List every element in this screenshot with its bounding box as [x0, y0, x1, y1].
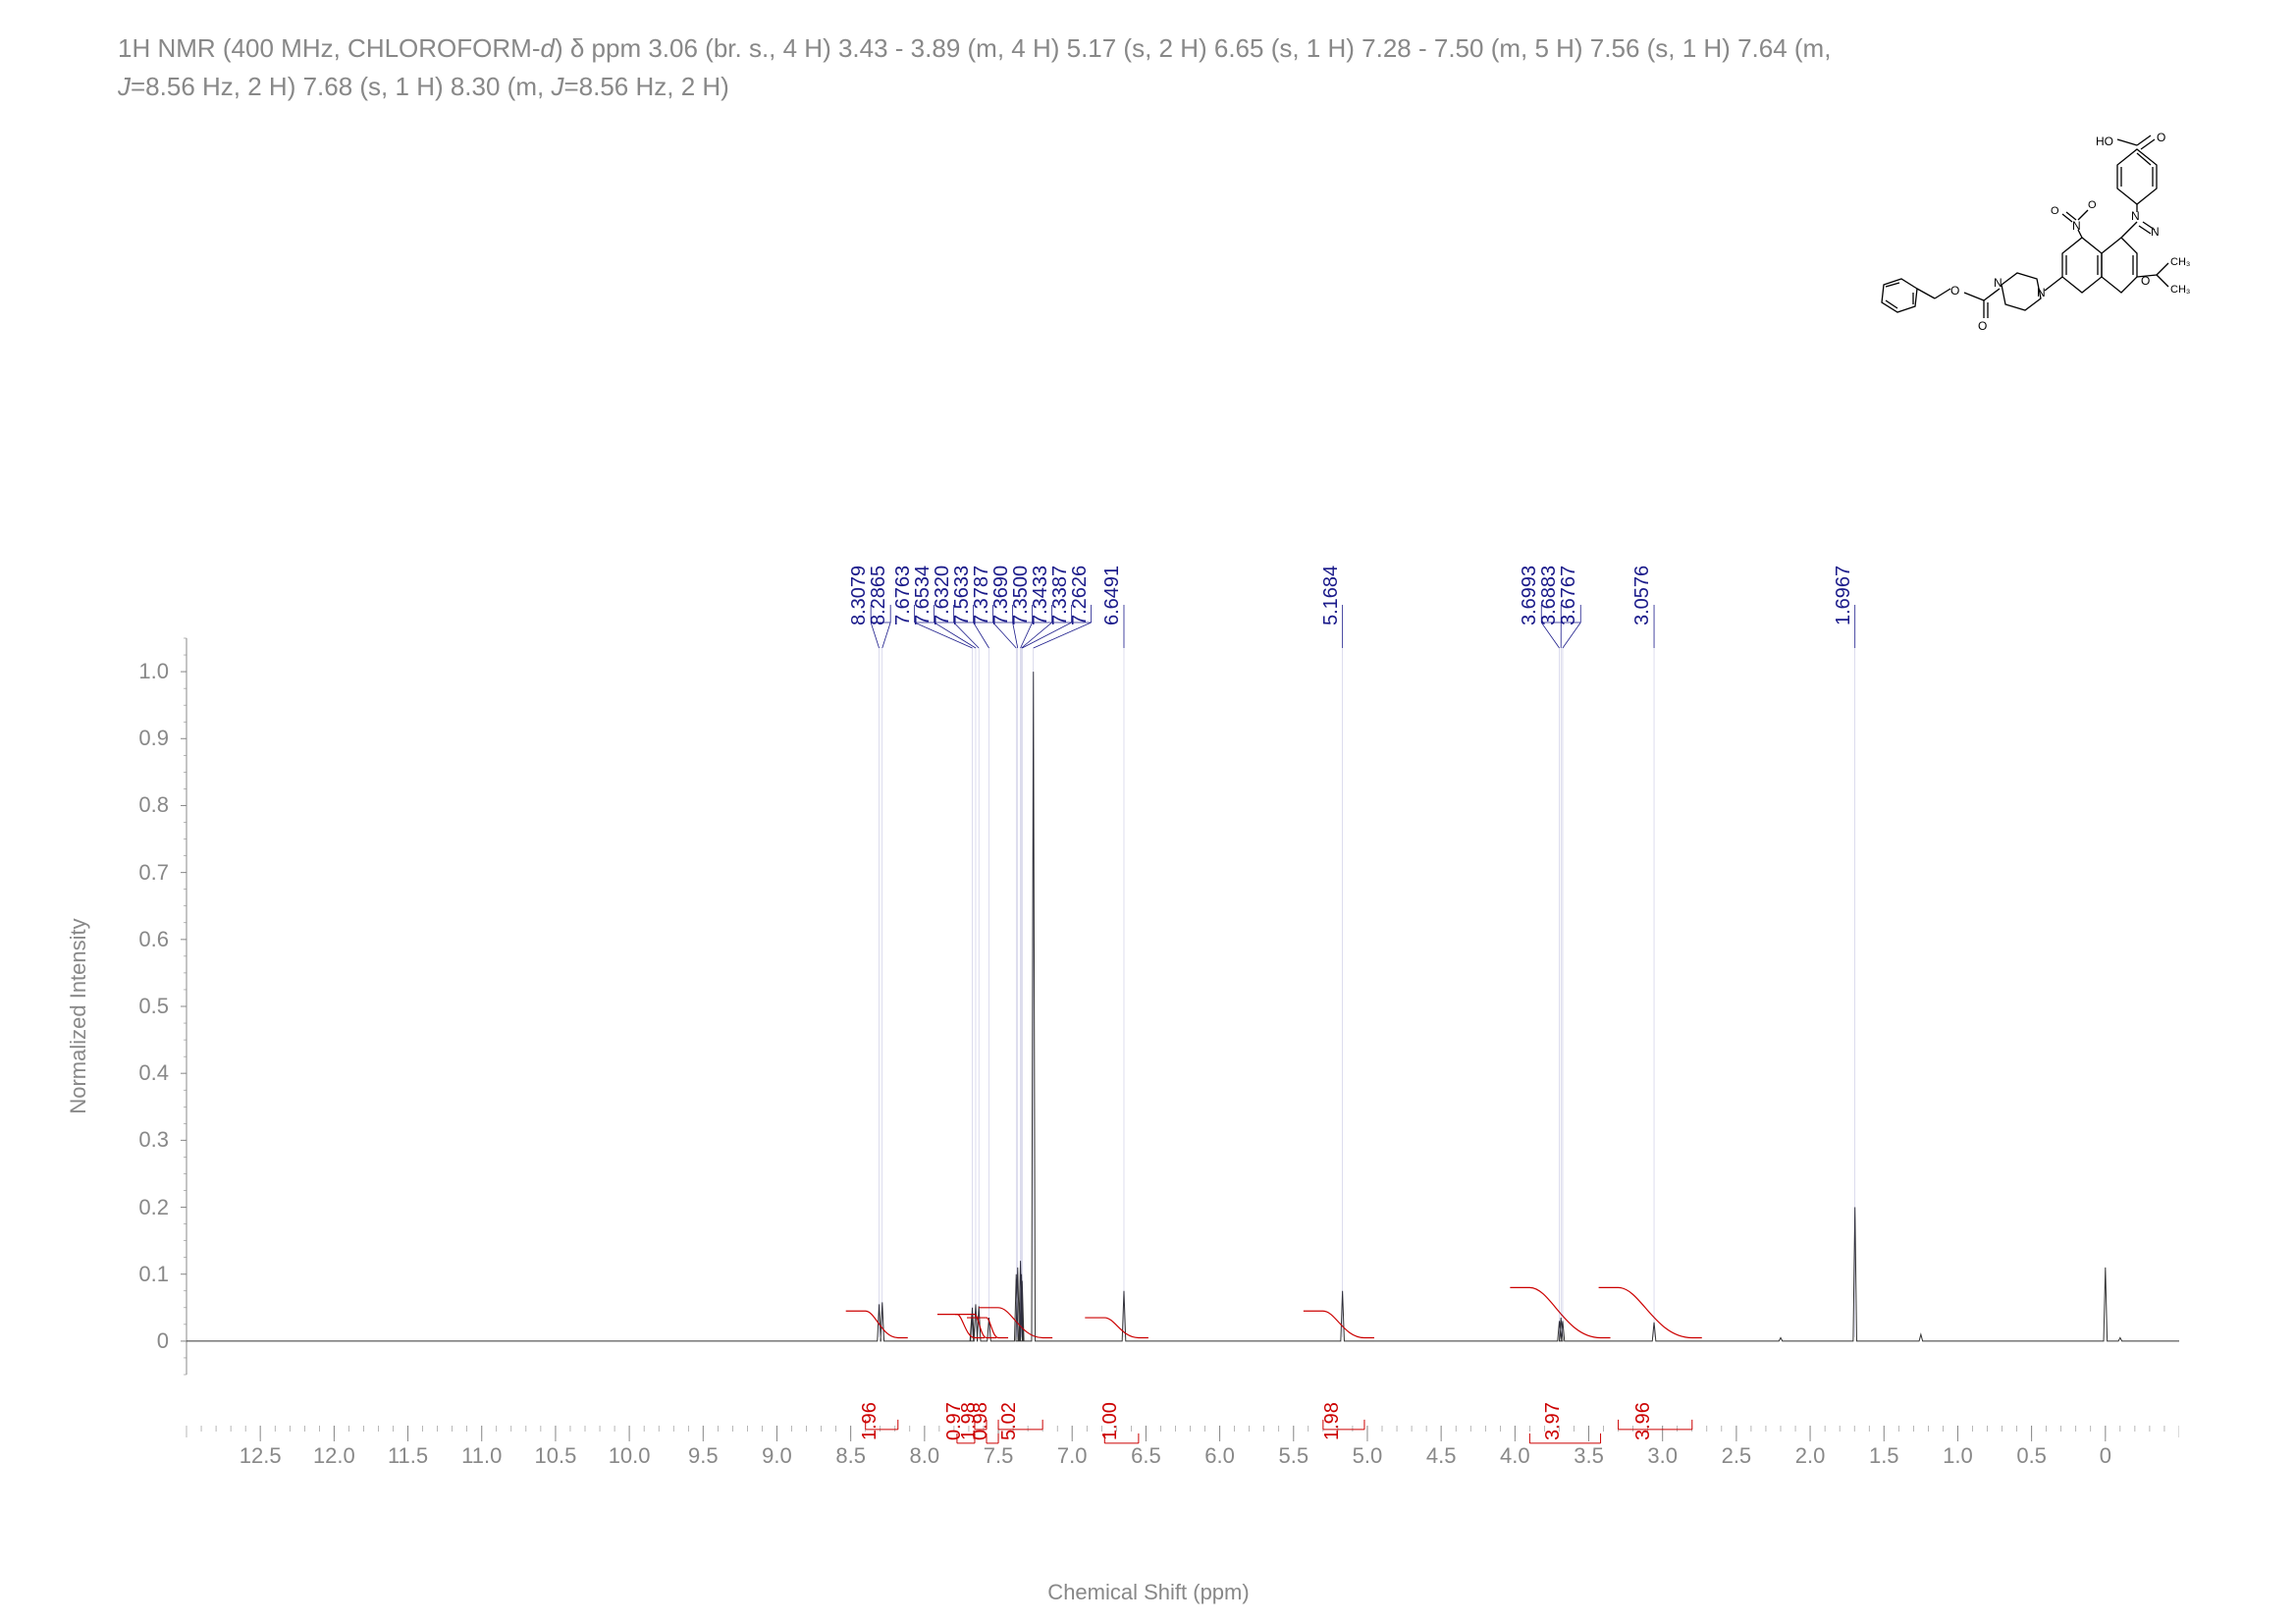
integral-label: 1.98	[1321, 1402, 1344, 1440]
y-tick-label: 0	[157, 1328, 169, 1354]
svg-text:N: N	[2151, 225, 2160, 239]
x-tick-label: 3.0	[1647, 1443, 1678, 1469]
peak-label: 1.6967	[1833, 566, 1855, 625]
hdr-part1: 1H NMR (400 MHz, CHLOROFORM-	[118, 33, 540, 63]
hdr-mid: =8.56 Hz, 2 H) 7.68 (s, 1 H) 8.30 (m,	[131, 72, 551, 101]
y-axis-label: Normalized Intensity	[66, 918, 91, 1113]
x-tick-label: 11.5	[388, 1443, 428, 1469]
x-tick-label: 7.5	[984, 1443, 1014, 1469]
x-tick-label: 11.0	[461, 1443, 502, 1469]
nmr-description: 1H NMR (400 MHz, CHLOROFORM-d) δ ppm 3.0…	[118, 29, 2179, 106]
x-tick-label: 2.5	[1722, 1443, 1752, 1469]
x-tick-label: 6.0	[1204, 1443, 1235, 1469]
integral-label: 5.02	[998, 1402, 1021, 1440]
y-tick-label: 0.5	[138, 994, 169, 1019]
x-tick-label: 8.5	[835, 1443, 866, 1469]
svg-text:CH₃: CH₃	[2170, 284, 2190, 296]
svg-text:O: O	[2051, 205, 2059, 217]
x-axis-label: Chemical Shift (ppm)	[1047, 1580, 1249, 1605]
peak-label: 3.0576	[1631, 566, 1654, 625]
hdr-d: d	[540, 33, 554, 63]
integral-label: 1.96	[859, 1402, 881, 1440]
svg-text:O: O	[1950, 284, 1959, 298]
x-tick-label: 8.0	[910, 1443, 940, 1469]
y-tick-label: 0.6	[138, 927, 169, 952]
x-tick-label: 5.5	[1278, 1443, 1308, 1469]
peak-label: 6.6491	[1101, 566, 1124, 625]
integral-label: 1.00	[1099, 1402, 1122, 1440]
x-tick-label: 0.5	[2016, 1443, 2047, 1469]
svg-text:CH₃: CH₃	[2170, 256, 2190, 268]
peak-label: 8.2865	[868, 566, 890, 625]
x-tick-label: 6.5	[1131, 1443, 1161, 1469]
x-tick-label: 12.0	[313, 1443, 355, 1469]
y-tick-label: 0.4	[138, 1060, 169, 1086]
x-tick-label: 9.0	[762, 1443, 792, 1469]
x-tick-label: 0	[2100, 1443, 2111, 1469]
peak-label: 7.2626	[1069, 566, 1092, 625]
peak-label: 5.1684	[1320, 566, 1343, 625]
y-tick-label: 0.2	[138, 1195, 169, 1220]
nmr-spectrum-chart: Normalized Intensity 00.10.20.30.40.50.6…	[118, 432, 2179, 1600]
integral-label: 3.96	[1632, 1402, 1655, 1440]
chemical-structure: HO O N N O CH₃ CH₃ N O O	[1844, 128, 2198, 422]
svg-text:O: O	[1978, 319, 1987, 333]
integral-label: 0.98	[970, 1402, 992, 1440]
y-tick-label: 0.9	[138, 726, 169, 751]
plot-area: 00.10.20.30.40.50.60.70.80.91.012.512.01…	[177, 432, 2179, 1522]
hdr-J1: J	[118, 72, 131, 101]
x-tick-label: 1.0	[1943, 1443, 1973, 1469]
x-tick-label: 4.5	[1426, 1443, 1457, 1469]
y-tick-label: 0.7	[138, 860, 169, 886]
x-tick-label: 12.5	[240, 1443, 282, 1469]
x-tick-label: 3.5	[1574, 1443, 1604, 1469]
x-tick-label: 4.0	[1500, 1443, 1530, 1469]
svg-text:N: N	[2131, 209, 2140, 223]
x-tick-label: 7.0	[1057, 1443, 1088, 1469]
y-tick-label: 0.8	[138, 792, 169, 818]
svg-text:N: N	[1994, 276, 2002, 290]
hdr-end: =8.56 Hz, 2 H)	[563, 72, 728, 101]
x-tick-label: 9.5	[688, 1443, 719, 1469]
x-tick-label: 2.0	[1795, 1443, 1826, 1469]
y-tick-label: 0.3	[138, 1127, 169, 1153]
spectrum-svg	[177, 432, 2179, 1522]
x-tick-label: 5.0	[1353, 1443, 1383, 1469]
hdr-part2: ) δ ppm 3.06 (br. s., 4 H) 3.43 - 3.89 (…	[555, 33, 1831, 63]
peak-label: 3.6767	[1558, 566, 1580, 625]
y-tick-label: 0.1	[138, 1262, 169, 1287]
svg-text:O: O	[2088, 199, 2097, 211]
svg-text:O: O	[2157, 131, 2165, 144]
hdr-J2: J	[551, 72, 563, 101]
x-tick-label: 10.5	[535, 1443, 577, 1469]
svg-text:N: N	[2072, 219, 2081, 233]
integral-label: 3.97	[1542, 1402, 1565, 1440]
y-tick-label: 1.0	[138, 659, 169, 684]
x-tick-label: 1.5	[1869, 1443, 1899, 1469]
x-tick-label: 10.0	[609, 1443, 651, 1469]
svg-text:HO: HO	[2096, 135, 2113, 148]
